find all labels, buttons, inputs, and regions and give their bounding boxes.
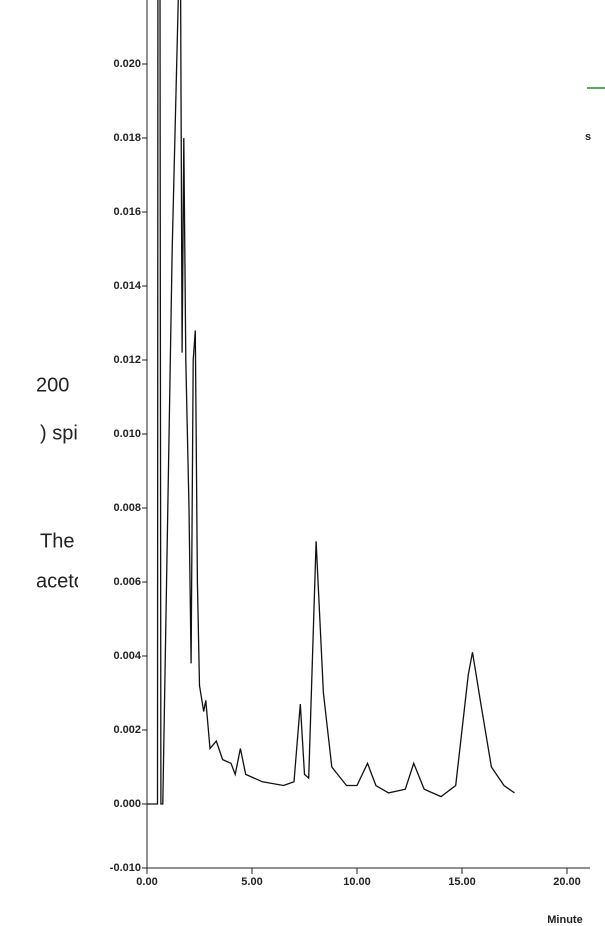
x-tick-label: 10.00 — [343, 876, 371, 888]
text-fragment: aceto — [36, 570, 85, 592]
x-axis-label: Minute — [547, 914, 582, 926]
x-tick-label: 0.00 — [136, 876, 157, 888]
y-tick-label: 0.004 — [113, 650, 141, 662]
chart-background — [78, 0, 583, 926]
y-tick-label: 0.000 — [113, 798, 141, 810]
signal-line — [147, 0, 515, 805]
text-fragment: 200 — [36, 374, 69, 396]
x-tick-label: 20.00 — [553, 876, 581, 888]
text-fragment: The — [40, 530, 74, 552]
y-tick-label: 0.006 — [113, 576, 141, 588]
y-tick-label: 0.008 — [113, 502, 141, 514]
x-tick-label: 5.00 — [241, 876, 262, 888]
y-tick-label: 0.014 — [113, 280, 141, 292]
x-tick-label: 15.00 — [448, 876, 476, 888]
text-fragment: ) spik — [40, 422, 89, 444]
text-fragment: s — [585, 131, 591, 143]
y-tick-label: 0.002 — [113, 724, 141, 736]
y-tick-label: 0.016 — [113, 206, 141, 218]
y-tick-label: 0.010 — [113, 428, 141, 440]
y-tick-label: -0.010 — [110, 862, 141, 874]
y-tick-label: 0.012 — [113, 354, 141, 366]
y-tick-label: 0.018 — [113, 132, 141, 144]
y-tick-label: 0.020 — [113, 58, 141, 70]
